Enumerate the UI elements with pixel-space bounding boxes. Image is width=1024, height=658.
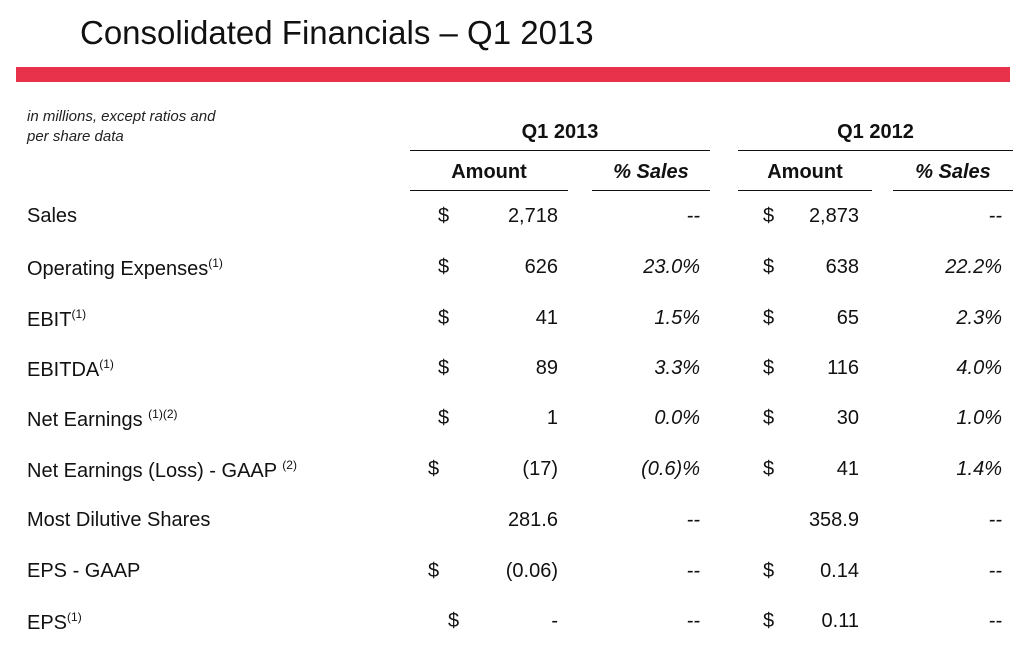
- currency-symbol: $: [428, 458, 440, 480]
- row-label: EPS - GAAP: [27, 560, 141, 582]
- column-underline: [410, 190, 568, 191]
- footnote-marker: (1): [71, 307, 87, 321]
- pct-sales-q1-2013: --: [686, 509, 700, 531]
- title-accent-bar: [16, 67, 1010, 82]
- currency-symbol: $: [763, 407, 775, 429]
- currency-symbol: $: [763, 256, 775, 278]
- amount-q1-2012: 358.9: [808, 509, 859, 531]
- currency-symbol: $: [438, 407, 450, 429]
- units-note-line: in millions, except ratios and: [27, 108, 216, 125]
- column-header-amount: Amount: [767, 161, 843, 183]
- row-label: EPS(1): [27, 610, 82, 634]
- currency-symbol: $: [438, 357, 450, 379]
- amount-q1-2012: 0.14: [820, 560, 859, 582]
- period-underline: [410, 150, 710, 151]
- amount-q1-2013: 1: [546, 407, 558, 429]
- amount-q1-2012: 2,873: [808, 205, 859, 227]
- amount-q1-2013: 89: [535, 357, 558, 379]
- amount-q1-2013: (17): [522, 458, 558, 480]
- amount-q1-2012: 30: [836, 407, 859, 429]
- row-label: EBITDA(1): [27, 357, 114, 381]
- amount-q1-2013: 41: [535, 307, 558, 329]
- currency-symbol: $: [438, 205, 450, 227]
- pct-sales-q1-2013: 1.5%: [654, 307, 700, 329]
- pct-sales-q1-2012: 2.3%: [956, 307, 1002, 329]
- pct-sales-q1-2013: --: [686, 560, 700, 582]
- pct-sales-q1-2012: 1.0%: [956, 407, 1002, 429]
- amount-q1-2012: 0.11: [821, 610, 859, 632]
- pct-sales-q1-2013: 23.0%: [643, 256, 700, 278]
- row-label: Operating Expenses(1): [27, 256, 223, 280]
- pct-sales-q1-2012: --: [988, 560, 1002, 582]
- currency-symbol: $: [438, 307, 450, 329]
- pct-sales-q1-2012: --: [988, 205, 1002, 227]
- pct-sales-q1-2013: --: [686, 610, 700, 632]
- footnote-marker: (1)(2): [148, 407, 178, 421]
- units-note-line: per share data: [27, 128, 124, 145]
- pct-sales-q1-2012: 1.4%: [956, 458, 1002, 480]
- column-header-pct-sales: % Sales: [613, 161, 689, 183]
- pct-sales-q1-2012: 22.2%: [945, 256, 1002, 278]
- pct-sales-q1-2013: 3.3%: [654, 357, 700, 379]
- amount-q1-2012: 638: [825, 256, 859, 278]
- row-label: Net Earnings (1)(2): [27, 407, 178, 431]
- amount-q1-2013: 2,718: [507, 205, 558, 227]
- pct-sales-q1-2012: 4.0%: [956, 357, 1002, 379]
- row-label: Most Dilutive Shares: [27, 509, 211, 531]
- column-header-amount: Amount: [451, 161, 527, 183]
- pct-sales-q1-2013: --: [686, 205, 700, 227]
- row-label: Sales: [27, 205, 78, 227]
- currency-symbol: $: [448, 610, 460, 632]
- period-header-q1-2012: Q1 2012: [837, 121, 914, 143]
- amount-q1-2013: 626: [524, 256, 558, 278]
- pct-sales-q1-2013: 0.0%: [654, 407, 700, 429]
- pct-sales-q1-2012: --: [988, 509, 1002, 531]
- page-title: Consolidated Financials – Q1 2013: [80, 14, 594, 51]
- column-underline: [893, 190, 1013, 191]
- column-header-pct-sales: % Sales: [915, 161, 991, 183]
- pct-sales-q1-2012: --: [988, 610, 1002, 632]
- currency-symbol: $: [763, 610, 775, 632]
- currency-symbol: $: [438, 256, 450, 278]
- currency-symbol: $: [763, 458, 775, 480]
- currency-symbol: $: [763, 560, 775, 582]
- pct-sales-q1-2013: (0.6)%: [641, 458, 700, 480]
- amount-q1-2013: 281.6: [507, 509, 558, 531]
- footnote-marker: (1): [208, 256, 223, 270]
- units-note: in millions, except ratios and per share…: [27, 107, 215, 147]
- row-label: EBIT(1): [27, 307, 87, 331]
- currency-symbol: $: [763, 307, 775, 329]
- currency-symbol: $: [763, 205, 775, 227]
- currency-symbol: $: [428, 560, 440, 582]
- amount-q1-2012: 65: [836, 307, 859, 329]
- period-header-q1-2013: Q1 2013: [521, 121, 599, 143]
- currency-symbol: $: [763, 357, 775, 379]
- column-underline: [592, 190, 710, 191]
- column-underline: [738, 190, 872, 191]
- row-label: Net Earnings (Loss) - GAAP (2): [27, 458, 297, 482]
- amount-q1-2012: 116: [827, 357, 859, 379]
- footnote-marker: (1): [99, 357, 114, 371]
- amount-q1-2013: -: [551, 610, 558, 632]
- amount-q1-2013: (0.06): [505, 560, 558, 582]
- footnote-marker: (1): [67, 610, 82, 624]
- period-underline: [738, 150, 1013, 151]
- amount-q1-2012: 41: [836, 458, 859, 480]
- footnote-marker: (2): [282, 458, 297, 472]
